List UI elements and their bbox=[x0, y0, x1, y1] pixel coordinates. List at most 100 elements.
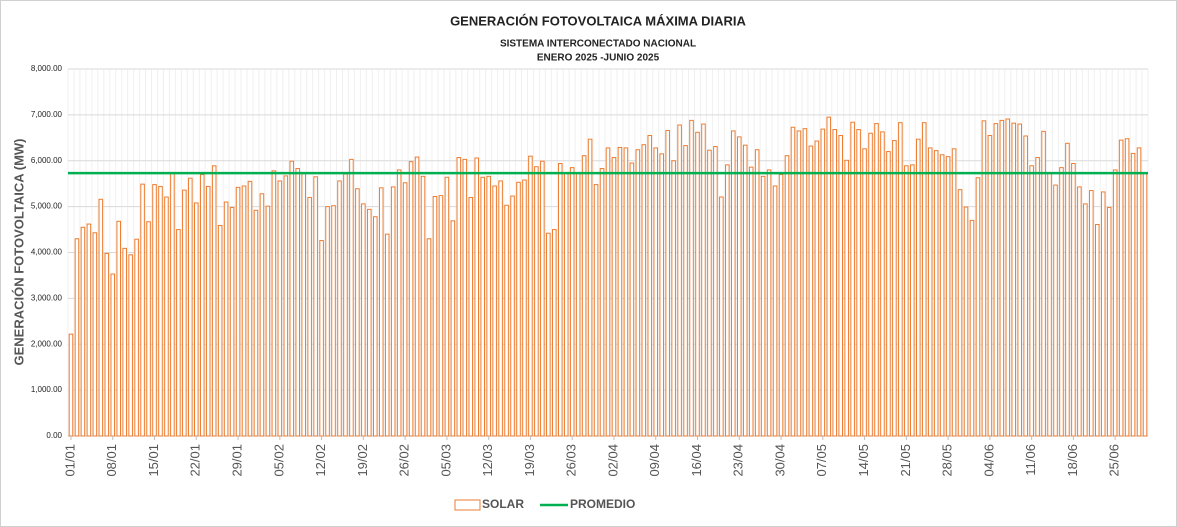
x-tick-label: 08/01 bbox=[104, 444, 119, 477]
bar bbox=[1130, 152, 1136, 437]
bar bbox=[969, 219, 975, 437]
bar bbox=[719, 196, 724, 437]
bar bbox=[343, 173, 348, 437]
bar bbox=[426, 238, 432, 437]
bar bbox=[1047, 172, 1052, 437]
bar bbox=[802, 128, 808, 437]
bar bbox=[641, 144, 647, 437]
bar bbox=[199, 174, 205, 437]
bar bbox=[396, 169, 402, 437]
bar bbox=[880, 131, 885, 437]
bar bbox=[540, 160, 545, 437]
bar bbox=[1106, 207, 1112, 437]
bar bbox=[713, 146, 718, 437]
bar bbox=[211, 165, 217, 437]
x-tick-label: 21/05 bbox=[898, 444, 913, 477]
bar bbox=[796, 130, 802, 437]
bar bbox=[265, 205, 271, 437]
bar bbox=[253, 209, 259, 437]
x-tick-label: 14/05 bbox=[856, 444, 871, 477]
bar bbox=[904, 165, 909, 437]
bar bbox=[647, 135, 653, 437]
bar bbox=[259, 193, 265, 437]
y-tick-label: 2,000.00 bbox=[31, 339, 63, 348]
bar bbox=[74, 238, 80, 437]
bar bbox=[892, 140, 897, 437]
bar bbox=[772, 185, 778, 437]
x-tick-label: 18/06 bbox=[1065, 444, 1080, 477]
bar bbox=[820, 128, 826, 437]
bar bbox=[945, 156, 951, 437]
bar bbox=[933, 150, 939, 437]
x-tick-label: 12/02 bbox=[313, 444, 328, 477]
bar bbox=[384, 233, 390, 437]
bar bbox=[528, 155, 533, 437]
bar bbox=[910, 164, 915, 437]
bar bbox=[355, 188, 360, 437]
bar bbox=[707, 149, 712, 437]
bar bbox=[420, 175, 426, 437]
bar bbox=[414, 156, 420, 437]
bar bbox=[563, 172, 569, 437]
bar bbox=[432, 196, 438, 437]
bar bbox=[766, 169, 772, 437]
bar bbox=[229, 207, 235, 437]
bar bbox=[868, 132, 873, 437]
bar bbox=[492, 185, 497, 437]
bar bbox=[581, 155, 587, 437]
bar bbox=[1071, 163, 1076, 437]
x-tick-label: 07/05 bbox=[814, 444, 829, 477]
bar bbox=[182, 189, 187, 437]
bar bbox=[850, 121, 855, 437]
bar bbox=[814, 140, 820, 437]
bar bbox=[1053, 184, 1058, 437]
bar bbox=[725, 164, 730, 437]
bar bbox=[1005, 118, 1011, 437]
bar bbox=[1077, 186, 1082, 437]
y-axis-label: GENERACIÓN FOTOVOLTAICA (MW) bbox=[11, 139, 26, 366]
bar bbox=[784, 155, 790, 437]
bar bbox=[1029, 165, 1034, 437]
bar bbox=[444, 176, 450, 437]
bar bbox=[760, 175, 766, 437]
bar bbox=[987, 135, 993, 437]
bar bbox=[1094, 224, 1100, 437]
legend-label: SOLAR bbox=[482, 497, 524, 511]
bar bbox=[223, 201, 229, 437]
x-tick-label: 30/04 bbox=[772, 444, 787, 477]
x-tick-label: 19/02 bbox=[355, 444, 370, 477]
bar bbox=[951, 148, 957, 437]
bar bbox=[939, 154, 945, 437]
bar bbox=[659, 153, 664, 437]
bar bbox=[498, 180, 503, 437]
bar bbox=[80, 226, 86, 437]
bar bbox=[731, 130, 736, 437]
bar bbox=[361, 203, 366, 437]
x-tick-label: 11/06 bbox=[1023, 444, 1038, 476]
bar bbox=[390, 186, 396, 437]
bar bbox=[1136, 147, 1142, 437]
bar bbox=[665, 129, 670, 437]
bar bbox=[176, 229, 181, 437]
bar bbox=[975, 177, 981, 437]
bar bbox=[927, 147, 933, 437]
bar bbox=[808, 145, 814, 437]
bar bbox=[552, 229, 557, 437]
bar bbox=[128, 254, 133, 437]
bar bbox=[1083, 203, 1088, 437]
bar bbox=[331, 205, 336, 437]
bar bbox=[921, 122, 927, 437]
x-tick-label: 19/03 bbox=[522, 444, 537, 477]
x-tick-label: 12/03 bbox=[480, 444, 495, 477]
x-tick-label: 04/06 bbox=[981, 444, 996, 477]
bar bbox=[575, 173, 581, 437]
y-tick-label: 3,000.00 bbox=[31, 293, 63, 302]
bar bbox=[623, 147, 629, 437]
x-tick-label: 01/01 bbox=[62, 444, 77, 477]
bar bbox=[193, 202, 199, 437]
bar bbox=[110, 273, 116, 437]
bar bbox=[450, 220, 456, 437]
bar bbox=[468, 196, 474, 437]
bar bbox=[742, 144, 748, 437]
